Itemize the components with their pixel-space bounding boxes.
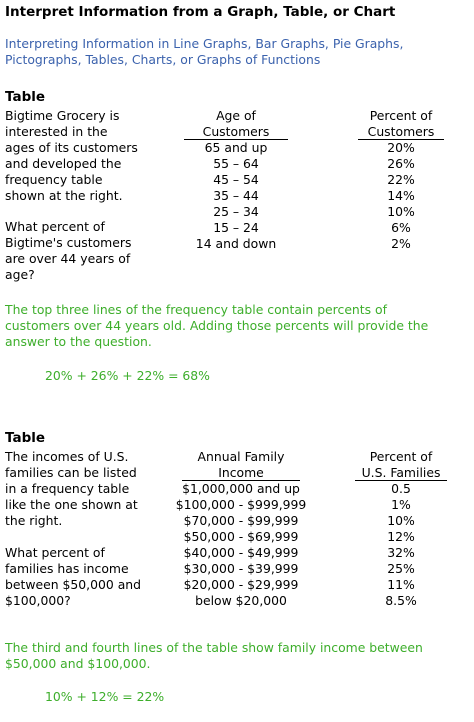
- explanation-line: The third and fourth lines of the table …: [5, 640, 423, 655]
- table-cell: $100,000 - $999,999: [175, 497, 307, 512]
- equation: 20% + 26% + 22% = 68%: [45, 368, 210, 383]
- question-line: families has income: [5, 561, 129, 576]
- question-line: What percent of: [5, 545, 105, 560]
- subtitle-line: Pictographs, Tables, Charts, or Graphs o…: [5, 52, 321, 67]
- table-cell: 2%: [391, 236, 411, 251]
- table-cell: 14%: [387, 188, 415, 203]
- table-cell: 25 – 34: [213, 204, 259, 219]
- intro-line: in a frequency table: [5, 481, 130, 496]
- table-cell: 0.5: [391, 481, 411, 496]
- table-cell: 32%: [387, 545, 415, 560]
- table-cell: $70,000 - $99,999: [183, 513, 299, 528]
- table-cell: 14 and down: [195, 236, 277, 251]
- table-cell: $20,000 - $29,999: [183, 577, 299, 592]
- table-header: Income: [182, 465, 300, 481]
- table-cell: 1%: [391, 497, 411, 512]
- table-header: Percent of: [369, 449, 433, 464]
- explanation-line: The top three lines of the frequency tab…: [5, 302, 387, 317]
- table-cell: 6%: [391, 220, 411, 235]
- table-cell: 65 and up: [204, 140, 268, 155]
- intro-line: like the one shown at: [5, 497, 138, 512]
- question-line: Bigtime's customers: [5, 235, 132, 250]
- table-cell: 10%: [387, 204, 415, 219]
- intro-line: frequency table: [5, 172, 103, 187]
- page-title: Interpret Information from a Graph, Tabl…: [5, 4, 396, 20]
- table-cell: 55 – 64: [213, 156, 259, 171]
- table-cell: 26%: [387, 156, 415, 171]
- section-heading: Table: [5, 89, 46, 105]
- intro-line: ages of its customers: [5, 140, 138, 155]
- table-cell: 15 – 24: [213, 220, 259, 235]
- intro-line: interested in the: [5, 124, 108, 139]
- question-line: between $50,000 and: [5, 577, 142, 592]
- table-cell: 8.5%: [385, 593, 417, 608]
- explanation-line: $50,000 and $100,000.: [5, 656, 151, 671]
- table-cell: $30,000 - $39,999: [183, 561, 299, 576]
- question-line: are over 44 years of: [5, 251, 131, 266]
- intro-line: Bigtime Grocery is: [5, 108, 120, 123]
- intro-line: and developed the: [5, 156, 122, 171]
- section-heading: Table: [5, 430, 46, 446]
- question-line: age?: [5, 267, 35, 282]
- table-cell: 25%: [387, 561, 415, 576]
- table-header: Percent of: [369, 108, 433, 123]
- table-cell: $40,000 - $49,999: [183, 545, 299, 560]
- intro-line: the right.: [5, 513, 63, 528]
- explanation-line: answer to the question.: [5, 334, 152, 349]
- intro-line: families can be listed: [5, 465, 137, 480]
- table-cell: $50,000 - $69,999: [183, 529, 299, 544]
- intro-line: The incomes of U.S.: [5, 449, 129, 464]
- table-header: Age of: [216, 108, 256, 123]
- question-line: What percent of: [5, 219, 105, 234]
- equation: 10% + 12% = 22%: [45, 689, 165, 704]
- table-header: Annual Family: [197, 449, 285, 464]
- table-cell: 12%: [387, 529, 415, 544]
- explanation-line: customers over 44 years old. Adding thos…: [5, 318, 429, 333]
- table-cell: 45 – 54: [213, 172, 259, 187]
- subtitle-line: Interpreting Information in Line Graphs,…: [5, 36, 404, 51]
- table-cell: 20%: [387, 140, 415, 155]
- table-cell: below $20,000: [195, 593, 287, 608]
- intro-line: shown at the right.: [5, 188, 123, 203]
- table-header: Customers: [358, 124, 444, 140]
- question-line: $100,000?: [5, 593, 71, 608]
- table-cell: $1,000,000 and up: [182, 481, 300, 496]
- table-header: Customers: [184, 124, 288, 140]
- table-cell: 10%: [387, 513, 415, 528]
- table-header: U.S. Families: [355, 465, 447, 481]
- table-cell: 35 – 44: [213, 188, 259, 203]
- table-cell: 11%: [387, 577, 415, 592]
- table-cell: 22%: [387, 172, 415, 187]
